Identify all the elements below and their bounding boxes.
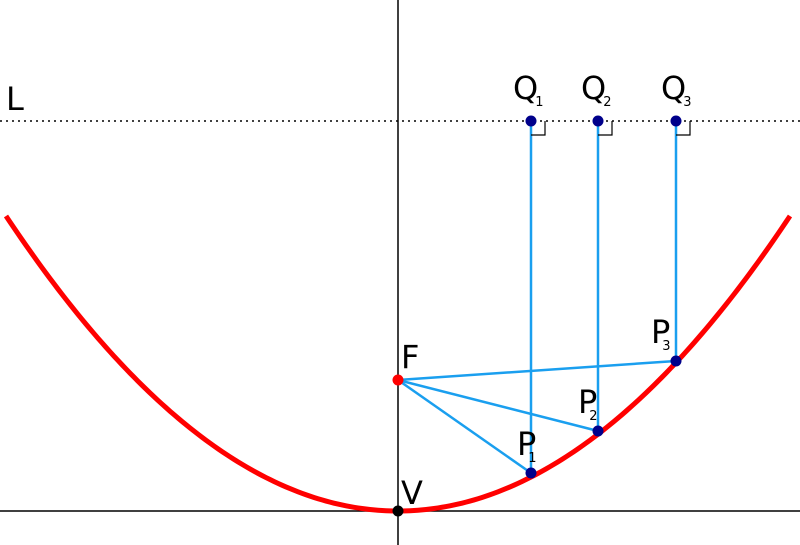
point-label: P2 [578, 383, 598, 424]
label-main: Q [513, 69, 538, 107]
right-angle [531, 121, 546, 136]
point-label: P3 [651, 313, 671, 354]
point-q2 [592, 115, 604, 127]
projection-label: Q1 [513, 69, 543, 110]
right-angle-marks [531, 121, 691, 136]
segment-f-p1 [397, 378, 532, 475]
segments [397, 121, 678, 475]
point-p1 [525, 467, 537, 479]
label-main: Q [661, 69, 686, 107]
label-sub: 3 [662, 339, 670, 354]
segment-f-p3 [397, 359, 677, 382]
point-p2 [592, 425, 604, 437]
label-main: P [578, 383, 597, 421]
point-q1 [525, 115, 537, 127]
point-label: P1 [517, 425, 537, 466]
label-sub: 2 [589, 409, 597, 424]
label-sub: 1 [535, 95, 543, 110]
label-sub: 3 [683, 95, 691, 110]
point-p3 [670, 355, 682, 367]
label-main: Q [581, 69, 606, 107]
point-q3 [670, 115, 682, 127]
vertex-point [392, 505, 404, 517]
points [525, 115, 682, 479]
focus-point [392, 374, 404, 386]
focus-label: F [401, 338, 419, 376]
label-sub: 1 [528, 451, 536, 466]
label-main: P [651, 313, 670, 351]
label-sub: 2 [603, 95, 611, 110]
projection-label: Q2 [581, 69, 611, 110]
segment-f-p2 [397, 378, 599, 433]
directrix-label: L [6, 80, 24, 118]
right-angle [676, 121, 691, 136]
vertex-label: V [401, 474, 423, 512]
label-main: P [517, 425, 536, 463]
projection-label: Q3 [661, 69, 691, 110]
right-angle [598, 121, 613, 136]
